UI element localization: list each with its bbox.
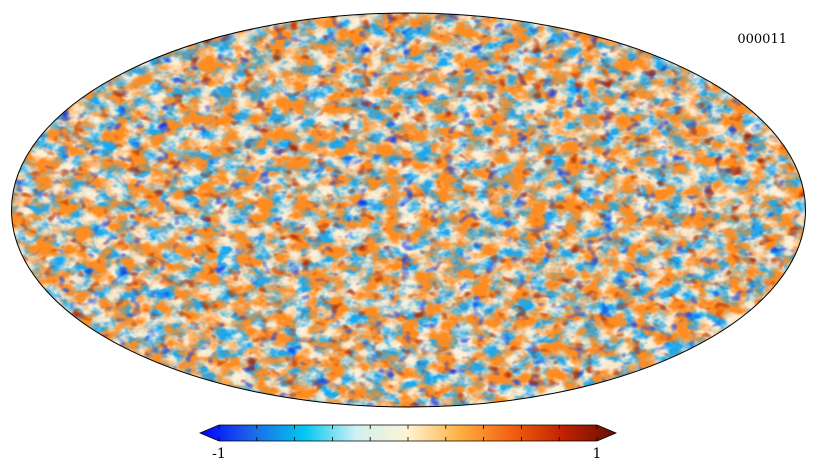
map-outline: [11, 12, 806, 408]
map-id-label: 000011: [737, 32, 787, 47]
colorbar-max-label: 1: [592, 446, 602, 462]
colorbar-min-label: -1: [212, 446, 226, 462]
colorbar-ticks: [218, 425, 598, 441]
deep-hot-spots-layer: [11, 13, 806, 407]
colorbar: [198, 424, 618, 442]
map-field: [11, 13, 806, 407]
